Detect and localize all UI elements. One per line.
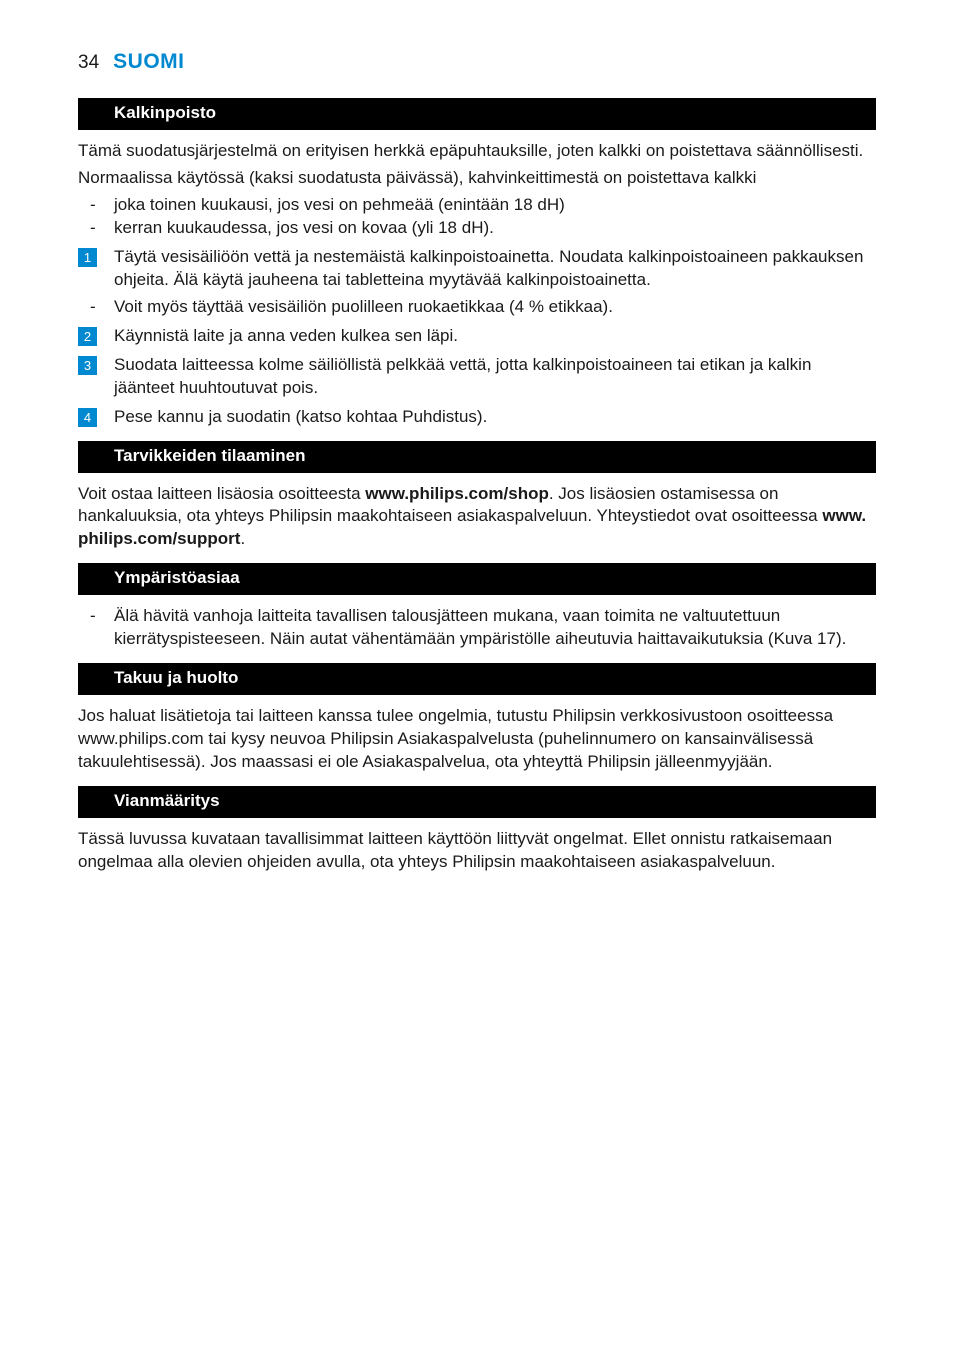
numbered-step: 1 Täytä vesisäiliöön vettä ja nestemäist…	[78, 246, 876, 292]
step-number-box: 4	[78, 408, 97, 427]
url-text: www.philips.com/shop	[365, 484, 549, 503]
section-heading-ymparisto: Ympäristöasiaa	[78, 563, 876, 595]
step-number-box: 3	[78, 356, 97, 375]
section-heading-tarvikkeet: Tarvikkeiden tilaaminen	[78, 441, 876, 473]
step-number-box: 2	[78, 327, 97, 346]
numbered-step: 3 Suodata laitteessa kolme säiliöllistä …	[78, 354, 876, 400]
section-heading-vianmaaritys: Vianmääritys	[78, 786, 876, 818]
numbered-step: 2 Käynnistä laite ja anna veden kulkea s…	[78, 325, 876, 348]
paragraph: Voit ostaa laitteen lisäosia osoitteesta…	[78, 483, 876, 552]
section-heading-kalkinpoisto: Kalkinpoisto	[78, 98, 876, 130]
paragraph: Jos haluat lisätietoja tai laitteen kans…	[78, 705, 876, 774]
step-text: Käynnistä laite ja anna veden kulkea sen…	[114, 326, 458, 345]
step-number-box: 1	[78, 248, 97, 267]
text-run: Voit ostaa laitteen lisäosia osoitteesta	[78, 484, 365, 503]
step-text: Suodata laitteessa kolme säiliöllistä pe…	[114, 355, 811, 397]
section-heading-takuu: Takuu ja huolto	[78, 663, 876, 695]
step-text: Pese kannu ja suodatin (katso kohtaa Puh…	[114, 407, 487, 426]
list-item: Älä hävitä vanhoja laitteita tavallisen …	[78, 605, 876, 651]
list-item: joka toinen kuukausi, jos vesi on pehmeä…	[78, 194, 876, 217]
paragraph: Tässä luvussa kuvataan tavallisimmat lai…	[78, 828, 876, 874]
bullet-list: Älä hävitä vanhoja laitteita tavallisen …	[78, 605, 876, 651]
text-run: .	[240, 529, 245, 548]
page-title: SUOMI	[113, 48, 184, 76]
bullet-list: joka toinen kuukausi, jos vesi on pehmeä…	[78, 194, 876, 240]
paragraph: Normaalissa käytössä (kaksi suodatusta p…	[78, 167, 876, 190]
sub-bullet-list: Voit myös täyttää vesisäiliön puolilleen…	[78, 296, 876, 319]
page-header: 34 SUOMI	[78, 48, 876, 76]
list-item: kerran kuukaudessa, jos vesi on kovaa (y…	[78, 217, 876, 240]
list-item: Voit myös täyttää vesisäiliön puolilleen…	[78, 296, 876, 319]
numbered-step: 4 Pese kannu ja suodatin (katso kohtaa P…	[78, 406, 876, 429]
step-text: Täytä vesisäiliöön vettä ja nestemäistä …	[114, 247, 863, 289]
page-number: 34	[78, 50, 99, 76]
paragraph: Tämä suodatusjärjestelmä on erityisen he…	[78, 140, 876, 163]
